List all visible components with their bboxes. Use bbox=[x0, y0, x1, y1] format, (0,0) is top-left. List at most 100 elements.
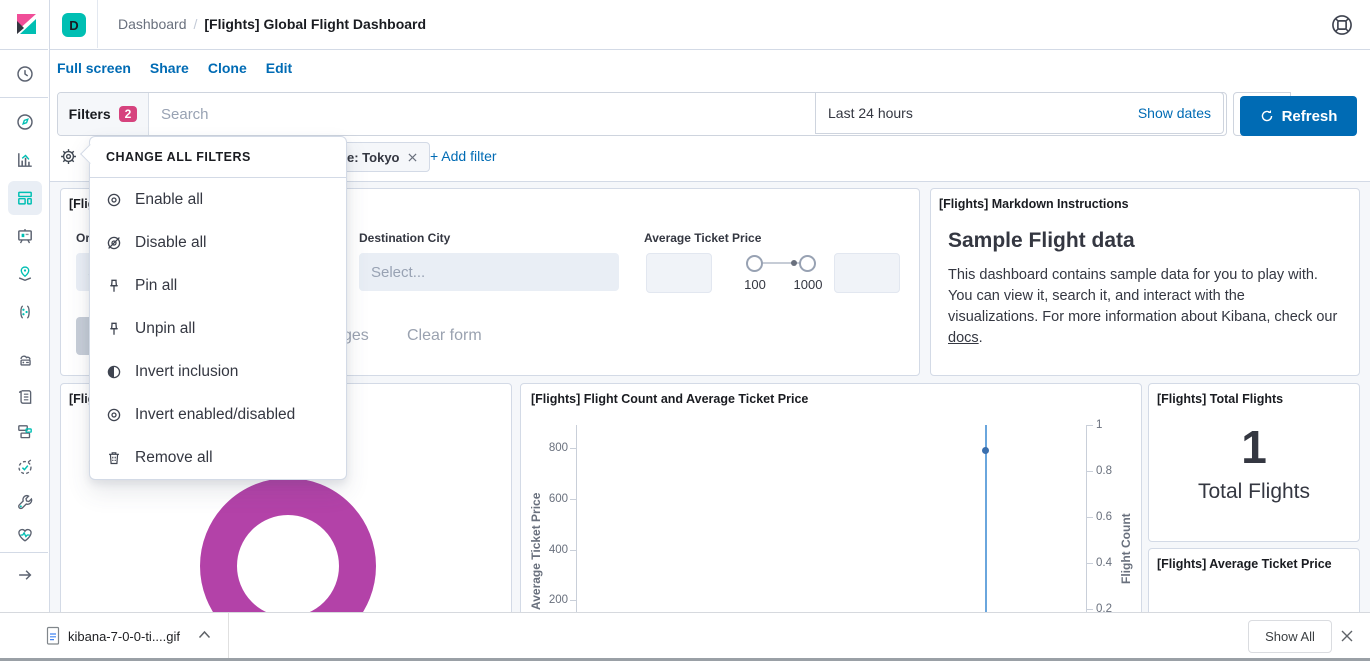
download-filename[interactable]: kibana-7-0-0-ti....gif bbox=[68, 629, 180, 644]
divider bbox=[0, 49, 48, 50]
filter-pill-text: e: Tokyo bbox=[347, 149, 400, 165]
window-bottom-edge bbox=[0, 658, 1370, 661]
filters-chip[interactable]: Filters 2 bbox=[58, 93, 149, 135]
total-flights-value: 1 bbox=[1241, 421, 1267, 473]
clock-icon bbox=[16, 66, 33, 82]
divider bbox=[228, 613, 229, 659]
price-min-input[interactable] bbox=[646, 253, 712, 293]
close-download-bar-button[interactable] bbox=[1340, 629, 1354, 643]
chart-series-vertical-line bbox=[985, 425, 987, 644]
share-button[interactable]: Share bbox=[149, 60, 189, 76]
filters-count-badge: 2 bbox=[118, 106, 138, 122]
sidebar-item-visualize[interactable] bbox=[0, 141, 49, 179]
sidebar-item-dev-tools[interactable] bbox=[0, 483, 49, 521]
total-flights-label: Total Flights bbox=[1197, 480, 1311, 503]
menu-item-label: Remove all bbox=[135, 448, 213, 466]
menu-item-label: Invert inclusion bbox=[135, 362, 239, 380]
sidebar-collapse-button[interactable] bbox=[0, 556, 49, 594]
docs-link[interactable]: docs bbox=[948, 330, 979, 346]
download-caret-button[interactable] bbox=[198, 630, 211, 639]
menu-item-invert-inclusion[interactable]: Invert inclusion bbox=[90, 350, 346, 393]
pin-icon bbox=[110, 322, 118, 335]
show-all-downloads-button[interactable]: Show All bbox=[1248, 620, 1332, 653]
sidebar-item-uptime[interactable] bbox=[0, 448, 49, 486]
select-placeholder: Select... bbox=[371, 263, 426, 281]
time-range-display[interactable]: Last 24 hours Show dates bbox=[815, 92, 1224, 134]
eye-icon bbox=[107, 408, 121, 421]
avg-ticket-price-label: Average Ticket Price bbox=[644, 231, 762, 245]
sidebar-item-machine-learning[interactable] bbox=[0, 293, 49, 331]
machine-learning-icon bbox=[19, 305, 30, 319]
tick-mark bbox=[570, 600, 576, 601]
menu-item-remove-all[interactable]: Remove all bbox=[90, 436, 346, 479]
panel-total-flights: [Flights] Total Flights 1 Total Flights bbox=[1148, 383, 1360, 542]
right-tick-1: 1 bbox=[1096, 419, 1103, 431]
clear-form-button[interactable]: Clear form bbox=[407, 327, 482, 344]
full-screen-button[interactable]: Full screen bbox=[57, 60, 131, 76]
gear-icon bbox=[61, 149, 76, 164]
menu-item-enable-all[interactable]: Enable all bbox=[90, 178, 346, 221]
time-range-value[interactable]: Last 24 hours bbox=[828, 105, 913, 121]
destination-city-select[interactable]: Select... bbox=[359, 253, 619, 291]
sidebar-item-apm[interactable] bbox=[0, 413, 49, 451]
filter-pill[interactable]: e: Tokyo bbox=[334, 142, 430, 172]
sidebar-item-canvas[interactable] bbox=[0, 217, 49, 255]
eye-icon bbox=[107, 193, 121, 206]
apm-icon bbox=[17, 425, 32, 439]
close-icon[interactable] bbox=[407, 152, 417, 162]
price-max-input[interactable] bbox=[834, 253, 900, 293]
heartbeat-icon bbox=[17, 528, 32, 542]
filters-label: Filters bbox=[68, 106, 111, 122]
menu-item-label: Disable all bbox=[135, 233, 207, 251]
range-slider-dot bbox=[791, 260, 797, 266]
sidebar-item-infrastructure[interactable] bbox=[0, 340, 49, 378]
right-tick-0.6: 0.6 bbox=[1096, 511, 1112, 523]
sidebar-item-logs[interactable] bbox=[0, 378, 49, 416]
kibana-logo[interactable] bbox=[0, 0, 49, 49]
map-pin-icon bbox=[18, 266, 31, 282]
clone-button[interactable]: Clone bbox=[207, 60, 247, 76]
bar-chart-icon bbox=[17, 153, 32, 167]
canvas-icon bbox=[17, 229, 32, 244]
uptime-icon bbox=[17, 459, 32, 475]
divider bbox=[97, 0, 98, 48]
gif-file-icon bbox=[45, 626, 61, 646]
sidebar-item-recently-viewed[interactable] bbox=[0, 55, 49, 93]
sidebar-item-stack-monitoring[interactable] bbox=[0, 516, 49, 554]
range-slider-handle-min[interactable] bbox=[746, 255, 763, 272]
donut-chart-ring[interactable] bbox=[200, 478, 376, 622]
help-button[interactable] bbox=[1331, 14, 1353, 36]
right-axis-line bbox=[1086, 425, 1087, 644]
markdown-heading: Sample Flight data bbox=[948, 229, 1135, 252]
app-sidebar bbox=[0, 0, 50, 661]
left-tick-200: 200 bbox=[548, 594, 568, 606]
refresh-button[interactable]: Refresh bbox=[1240, 96, 1357, 136]
range-slider-track bbox=[755, 262, 807, 264]
space-badge[interactable]: D bbox=[62, 13, 86, 37]
add-filter-button[interactable]: + Add filter bbox=[430, 148, 497, 164]
menu-item-disable-all[interactable]: Disable all bbox=[90, 221, 346, 264]
kibana-logo-icon bbox=[16, 13, 36, 34]
download-bar: kibana-7-0-0-ti....gif Show All bbox=[0, 612, 1370, 659]
breadcrumb-dashboard[interactable]: Dashboard bbox=[118, 16, 187, 32]
tick-mark bbox=[1087, 517, 1093, 518]
menu-item-invert-enabled-disabled[interactable]: Invert enabled/disabled bbox=[90, 393, 346, 436]
menu-item-unpin-all[interactable]: Unpin all bbox=[90, 307, 346, 350]
destination-city-label: Destination City bbox=[359, 231, 451, 245]
range-slider-handle-max[interactable] bbox=[799, 255, 816, 272]
sidebar-item-maps[interactable] bbox=[0, 255, 49, 293]
menu-item-label: Enable all bbox=[135, 190, 204, 208]
sidebar-item-discover[interactable] bbox=[0, 103, 49, 141]
edit-button[interactable]: Edit bbox=[265, 60, 293, 76]
right-tick-0.8: 0.8 bbox=[1096, 465, 1112, 477]
panel-title: [Flights] Markdown Instructions bbox=[939, 197, 1129, 211]
filter-options-gear-button[interactable] bbox=[60, 148, 77, 165]
divider bbox=[0, 97, 48, 98]
sidebar-item-dashboard[interactable] bbox=[0, 179, 49, 217]
show-dates-button[interactable]: Show dates bbox=[1137, 105, 1211, 121]
menu-item-pin-all[interactable]: Pin all bbox=[90, 264, 346, 307]
markdown-body: This dashboard contains sample data for … bbox=[948, 265, 1338, 349]
cloud-server-icon bbox=[19, 355, 31, 366]
wrench-icon bbox=[17, 494, 32, 510]
tick-mark bbox=[1087, 471, 1093, 472]
